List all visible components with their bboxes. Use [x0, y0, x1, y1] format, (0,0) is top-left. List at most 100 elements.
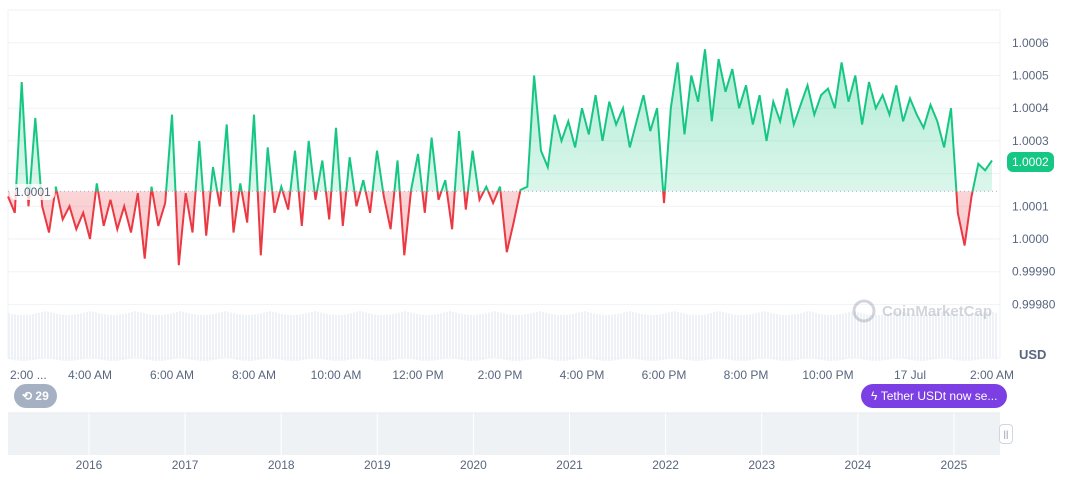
volume-bar — [218, 312, 220, 359]
volume-bar — [419, 314, 421, 361]
volume-bar — [407, 311, 409, 358]
volume-bar — [176, 311, 178, 358]
volume-bar — [260, 313, 262, 360]
volume-bar — [971, 314, 973, 361]
volume-bar — [326, 313, 328, 360]
volume-bar — [377, 314, 379, 361]
volume-bar — [938, 312, 940, 359]
volume-bar — [995, 313, 997, 360]
x-tick-label: 10:00 AM — [311, 368, 362, 382]
volume-bar — [914, 314, 916, 361]
volume-bar — [689, 314, 691, 361]
volume-bar — [890, 313, 892, 360]
volume-bar — [446, 311, 448, 358]
volume-bar — [704, 314, 706, 361]
volume-bar — [389, 314, 391, 361]
volume-bar — [521, 314, 523, 361]
y-tick-label: 1.0000 — [1012, 232, 1049, 246]
volume-bar — [782, 314, 784, 361]
volume-bar — [44, 311, 46, 358]
volume-bar — [881, 314, 883, 361]
volume-bar — [311, 311, 313, 358]
volume-bar — [470, 314, 472, 361]
volume-bar — [608, 314, 610, 361]
volume-bar — [809, 311, 811, 358]
volume-bar — [335, 314, 337, 361]
volume-bar — [494, 311, 496, 358]
volume-bar — [101, 313, 103, 360]
volume-bar — [17, 314, 19, 361]
volume-bar — [29, 314, 31, 361]
volume-bar — [236, 313, 238, 360]
volume-bar — [641, 314, 643, 361]
volume-bar — [197, 314, 199, 361]
news-badge[interactable]: ϟ Tether USDt now se... — [861, 384, 1008, 408]
volume-bar — [434, 314, 436, 361]
x-tick-label: 2:00 AM — [970, 368, 1014, 382]
volume-bar — [158, 314, 160, 361]
year-label: 2017 — [172, 458, 199, 472]
volume-bar — [722, 312, 724, 359]
volume-bar — [671, 311, 673, 358]
volume-bar — [551, 314, 553, 361]
volume-bar — [449, 311, 451, 358]
volume-bar — [257, 314, 259, 361]
volume-bar — [182, 311, 184, 358]
volume-bar — [542, 311, 544, 358]
volume-bar — [563, 314, 565, 361]
y-tick-label: 1.0003 — [1012, 134, 1049, 148]
volume-bar — [476, 314, 478, 361]
baseline-label: 1.0001 — [10, 184, 55, 200]
y-tick-label: 1.0005 — [1012, 69, 1049, 83]
x-tick-label: 4:00 AM — [68, 368, 112, 382]
volume-bar — [464, 314, 466, 361]
x-tick-label: 10:00 PM — [802, 368, 853, 382]
volume-bar — [431, 314, 433, 361]
volume-bar — [83, 312, 85, 359]
volume-bar — [821, 314, 823, 361]
volume-bar — [710, 313, 712, 360]
volume-bar — [749, 314, 751, 361]
volume-bar — [413, 313, 415, 360]
price-line-up — [14, 49, 993, 192]
volume-bar — [848, 312, 850, 359]
volume-bar — [506, 314, 508, 361]
volume-bar — [908, 313, 910, 360]
volume-bar — [245, 314, 247, 361]
volume-bar — [860, 312, 862, 359]
volume-bar — [209, 314, 211, 361]
volume-bar — [161, 314, 163, 361]
volume-bar — [836, 314, 838, 361]
navigator-handle[interactable]: || — [999, 424, 1013, 444]
volume-bar — [758, 312, 760, 359]
volume-bar — [143, 313, 145, 360]
volume-bar — [302, 314, 304, 361]
volume-bar — [695, 314, 697, 361]
volume-bar — [152, 314, 154, 361]
volume-bar — [626, 311, 628, 358]
volume-bar — [599, 314, 601, 361]
volume-bar — [887, 313, 889, 360]
volume-bar — [755, 313, 757, 360]
volume-bar — [767, 312, 769, 359]
volume-bar — [359, 311, 361, 358]
volume-bar — [293, 314, 295, 361]
volume-bar — [188, 313, 190, 360]
volume-bar — [425, 314, 427, 361]
volume-bar — [728, 313, 730, 360]
volume-bar — [833, 314, 835, 361]
volume-bar — [719, 311, 721, 358]
navigator-area[interactable] — [8, 413, 1000, 455]
events-button[interactable]: ⟲ 29 — [14, 384, 57, 408]
volume-bar — [545, 312, 547, 359]
volume-bar — [26, 314, 28, 361]
volume-bar — [365, 312, 367, 359]
volume-bar — [239, 314, 241, 361]
volume-bar — [122, 314, 124, 361]
volume-bar — [962, 314, 964, 361]
volume-bar — [323, 313, 325, 360]
volume-bar — [41, 312, 43, 359]
x-tick-label: 6:00 PM — [642, 368, 687, 382]
x-tick-label: 2:00 ... — [10, 368, 47, 382]
